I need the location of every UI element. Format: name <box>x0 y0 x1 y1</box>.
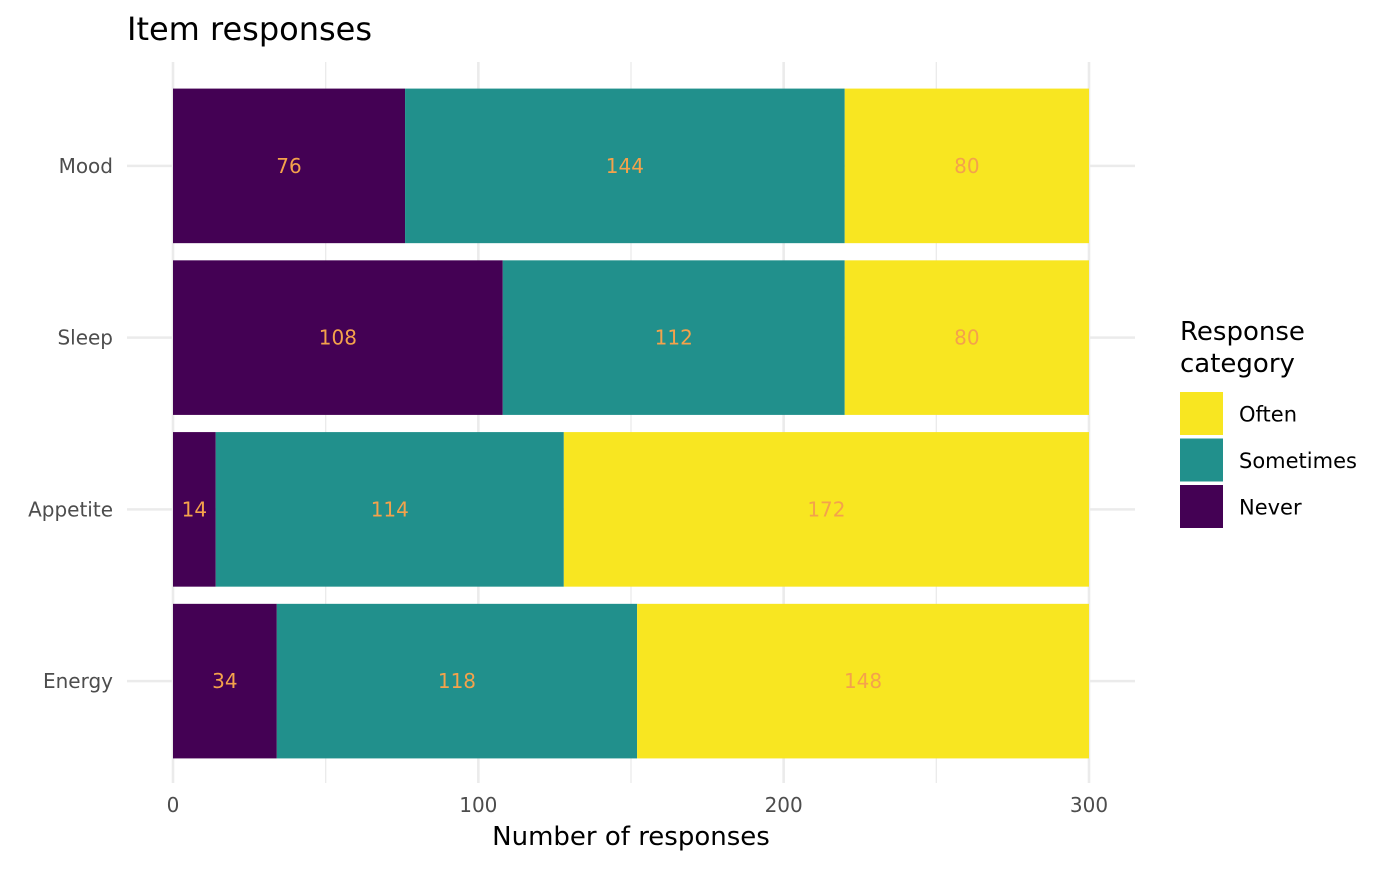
data-label-sometimes-sleep: 112 <box>655 326 693 350</box>
legend-label-never: Never <box>1239 496 1302 520</box>
x-tick-label: 300 <box>1070 793 1108 817</box>
bar-never-sleep <box>173 260 503 415</box>
data-label-never-sleep: 108 <box>319 326 357 350</box>
bar-often-sleep <box>844 260 1089 415</box>
bar-often-energy <box>637 603 1089 759</box>
bar-often-appetite <box>563 432 1089 587</box>
bar-sometimes-energy <box>276 603 638 759</box>
y-tick-label: Sleep <box>57 326 113 350</box>
legend-label-sometimes: Sometimes <box>1239 449 1357 473</box>
legend-key-never <box>1180 485 1223 528</box>
y-tick-label: Energy <box>43 669 113 693</box>
data-label-often-appetite: 172 <box>807 497 845 521</box>
data-label-often-mood: 80 <box>954 154 979 178</box>
bar-often-mood <box>844 88 1089 244</box>
data-label-never-energy: 34 <box>212 669 237 693</box>
x-tick-label: 200 <box>765 793 803 817</box>
bar-sometimes-mood <box>405 88 845 244</box>
legend-label-often: Often <box>1239 403 1297 427</box>
chart-title: Item responses <box>127 10 372 48</box>
data-label-sometimes-energy: 118 <box>438 669 476 693</box>
data-label-sometimes-appetite: 114 <box>371 497 409 521</box>
x-axis: 0 100 200 300 <box>167 793 1108 817</box>
data-labels: 76 144 80 108 112 80 14 114 172 34 118 148 <box>182 154 980 693</box>
data-label-often-sleep: 80 <box>954 326 979 350</box>
legend-title: category <box>1180 349 1295 379</box>
x-tick-label: 100 <box>459 793 497 817</box>
bar-never-appetite <box>173 432 216 587</box>
data-label-sometimes-mood: 144 <box>606 154 644 178</box>
data-label-never-appetite: 14 <box>182 497 207 521</box>
data-label-often-energy: 148 <box>844 669 882 693</box>
bar-sometimes-sleep <box>502 260 845 415</box>
legend-key-often <box>1180 392 1223 435</box>
x-tick-label: 0 <box>167 793 180 817</box>
legend-title: Response <box>1180 317 1305 347</box>
bar-sometimes-appetite <box>215 432 564 587</box>
legend-key-sometimes <box>1180 438 1223 482</box>
y-tick-label: Mood <box>59 154 113 178</box>
bar-never-energy <box>173 603 277 759</box>
bars <box>173 88 1089 759</box>
y-axis: Mood Sleep Appetite Energy <box>28 154 113 693</box>
bar-never-mood <box>173 88 406 244</box>
x-axis-label: Number of responses <box>492 822 770 852</box>
y-tick-label: Appetite <box>28 497 113 521</box>
data-label-never-mood: 76 <box>276 154 301 178</box>
